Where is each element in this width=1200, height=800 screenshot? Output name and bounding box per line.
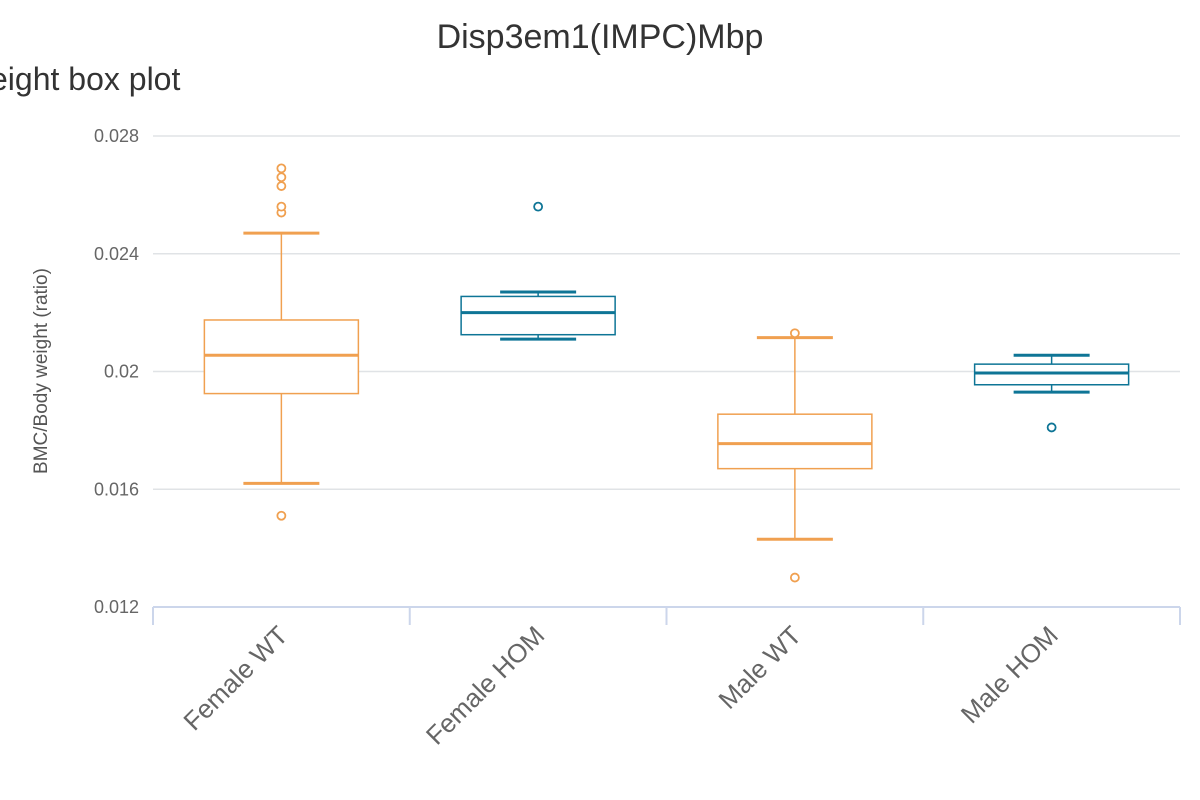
box-iqr [460, 295, 616, 336]
x-category-label: Male HOM [955, 620, 1064, 729]
y-tick-label: 0.028 [94, 126, 139, 146]
outlier-point [789, 572, 800, 583]
x-category-label: Female WT [177, 620, 293, 736]
outlier-point [533, 201, 544, 212]
chart-subtitle: eight box plot [0, 61, 180, 97]
y-tick-label: 0.012 [94, 597, 139, 617]
outlier-point [1046, 422, 1057, 433]
box-group [203, 163, 360, 521]
outlier-point [276, 181, 287, 191]
outlier-point [276, 510, 287, 521]
y-axis-ticks: 0.012 0.016 0.02 0.024 0.028 [94, 126, 139, 617]
y-tick-label: 0.016 [94, 479, 139, 499]
y-axis-label: BMC/Body weight (ratio) [31, 268, 52, 474]
chart-title: Disp3em1(IMPC)Mbp [437, 18, 764, 56]
y-tick-label: 0.024 [94, 244, 139, 264]
x-category-label: Female HOM [420, 620, 551, 751]
grid-lines [153, 135, 1180, 490]
box-iqr [717, 413, 873, 470]
outlier-point [276, 172, 287, 183]
box-group [973, 353, 1130, 433]
outlier-point [276, 163, 287, 174]
outlier-point [789, 328, 800, 339]
x-category-label: Male WT [712, 620, 807, 715]
y-tick-label: 0.02 [104, 362, 139, 382]
box-group [717, 328, 873, 583]
x-axis: Female WT Female HOM Male WT Male HOM [152, 606, 1181, 751]
box-series [203, 163, 1130, 583]
box-group [460, 201, 616, 341]
outlier-point [276, 201, 287, 212]
